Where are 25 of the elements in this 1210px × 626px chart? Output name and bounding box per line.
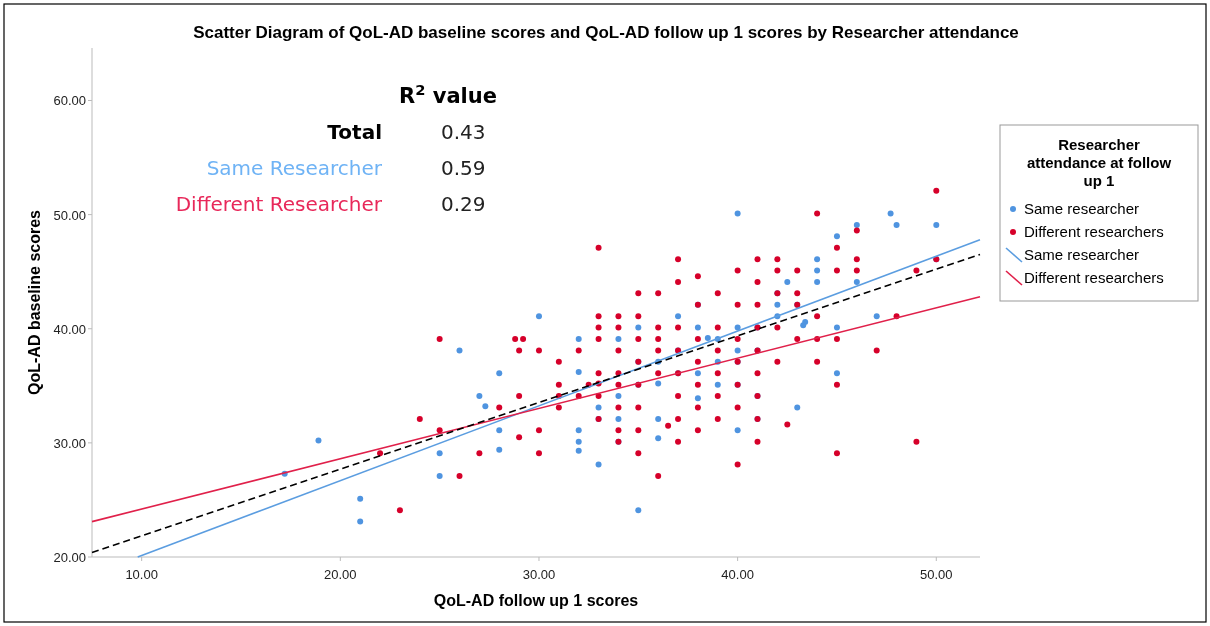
y-tick-label: 60.00 — [53, 93, 86, 109]
y-tick-label: 20.00 — [53, 550, 86, 565]
annotation: 0.43 — [441, 120, 486, 144]
annotation: R$^{2}$ value — [399, 80, 497, 108]
legend-title: Researcher attendance at follow up 1 — [1026, 136, 1172, 189]
y-tick-label: 40.00 — [53, 321, 86, 337]
x-tick-label: 30.00 — [522, 567, 556, 582]
annotation: 0.59 — [441, 156, 486, 180]
chart-title: Scatter Diagram of QoL-AD baseline scores and QoL-AD follow up 1 scores by Researcher attendance — [193, 23, 1019, 42]
x-axis-title: QoL-AD follow up 1 scores — [433, 592, 639, 609]
annotation: 0.29 — [441, 192, 486, 216]
x-tick-label: 20.00 — [324, 567, 357, 582]
legend-label: Different researchers — [1024, 223, 1164, 240]
annotation: Total — [327, 120, 382, 144]
y-tick-label: 30.00 — [53, 435, 86, 451]
x-tick-label: 40.00 — [721, 567, 754, 582]
x-tick-label: 50.00 — [920, 567, 953, 582]
y-tick-label: 50.00 — [53, 207, 86, 223]
annotation: Same Researcher — [206, 156, 383, 180]
legend-label: Same researcher — [1024, 246, 1140, 263]
legend-label: Same researcher — [1024, 200, 1140, 217]
x-tick-label: 10.00 — [125, 567, 158, 582]
legend-label: Different researchers — [1024, 269, 1164, 286]
y-axis-title: QoL-AD baseline scores — [26, 209, 43, 395]
annotation: Different Researcher — [175, 192, 383, 216]
